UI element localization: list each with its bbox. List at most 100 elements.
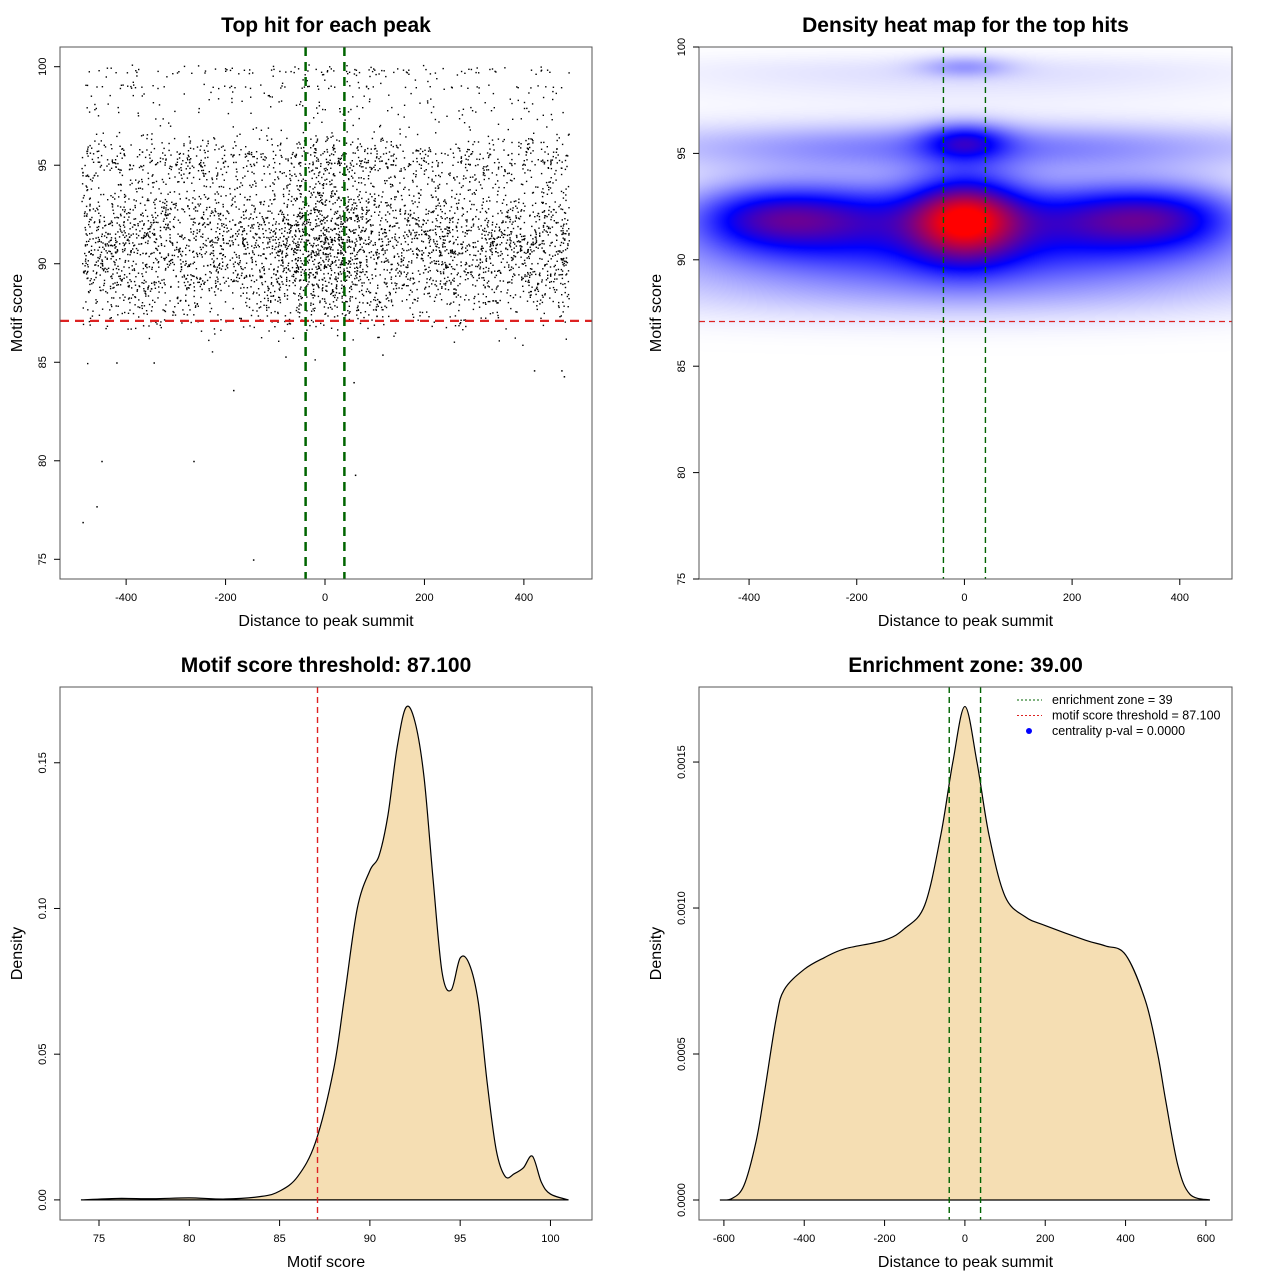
scatter-point	[189, 159, 191, 161]
scatter-point	[310, 256, 313, 258]
scatter-point	[530, 152, 532, 154]
scatter-point	[361, 246, 363, 248]
scatter-point	[459, 283, 461, 285]
scatter-point	[453, 241, 455, 244]
scatter-point	[408, 249, 410, 251]
scatter-point	[445, 267, 447, 269]
scatter-point	[566, 165, 568, 168]
scatter-point	[161, 178, 164, 181]
scatter-point	[438, 247, 440, 249]
scatter-point	[227, 211, 229, 213]
scatter-point	[500, 250, 502, 253]
scatter-point	[540, 69, 543, 71]
scatter-point	[161, 286, 163, 289]
scatter-point	[485, 296, 487, 298]
scatter-point	[236, 135, 238, 137]
scatter-point	[294, 200, 297, 202]
scatter-point	[277, 300, 279, 302]
scatter-point	[141, 305, 143, 307]
scatter-point	[88, 221, 90, 223]
scatter-point	[412, 160, 414, 163]
scatter-point	[360, 231, 362, 233]
scatter-point	[330, 246, 332, 248]
scatter-point	[132, 294, 134, 296]
scatter-point	[253, 156, 255, 158]
scatter-point	[215, 285, 217, 287]
scatter-point	[306, 256, 309, 258]
scatter-point	[269, 253, 271, 255]
scatter-point	[522, 168, 524, 170]
scatter-point	[252, 309, 254, 312]
scatter-point	[355, 244, 357, 246]
scatter-point	[365, 167, 367, 169]
scatter-point	[296, 249, 298, 251]
scatter-point	[161, 142, 163, 144]
scatter-point	[376, 315, 378, 318]
scatter-point	[308, 235, 311, 237]
scatter-point	[553, 289, 556, 291]
scatter-point	[309, 272, 311, 274]
scatter-point	[121, 278, 123, 281]
scatter-point	[243, 286, 245, 289]
scatter-point	[295, 277, 297, 280]
scatter-point	[143, 224, 145, 226]
scatter-point	[375, 252, 377, 254]
scatter-point	[434, 243, 436, 245]
scatter-point	[564, 286, 567, 289]
scatter-point	[123, 154, 125, 156]
scatter-point	[104, 243, 107, 246]
scatter-point	[346, 80, 348, 83]
scatter-point	[508, 264, 510, 266]
scatter-point	[98, 314, 101, 316]
scatter-point	[198, 111, 200, 114]
scatter-point	[453, 256, 456, 258]
scatter-point	[153, 181, 155, 184]
scatter-point	[315, 223, 318, 225]
scatter-point	[164, 154, 166, 156]
scatter-point	[301, 180, 303, 182]
scatter-point	[394, 236, 396, 238]
scatter-point	[374, 211, 376, 213]
scatter-point	[190, 228, 192, 230]
scatter-point	[184, 237, 186, 239]
scatter-point	[515, 200, 517, 202]
scatter-point	[503, 149, 505, 151]
scatter-point	[388, 229, 391, 232]
scatter-point	[546, 215, 548, 218]
scatter-point	[528, 92, 530, 94]
scatter-point	[452, 251, 454, 253]
scatter-point	[332, 190, 334, 192]
scatter-point	[540, 148, 543, 150]
scatter-point	[129, 164, 131, 166]
scatter-point	[188, 239, 190, 241]
scatter-point	[173, 226, 175, 229]
scatter-point	[445, 265, 447, 267]
scatter-point	[416, 223, 419, 225]
scatter-point	[154, 211, 157, 214]
scatter-point	[324, 229, 326, 231]
scatter-point	[370, 231, 373, 234]
scatter-point	[527, 271, 529, 274]
scatter-point	[113, 297, 115, 299]
scatter-point	[86, 189, 89, 191]
scatter-point	[119, 228, 121, 230]
scatter-point	[410, 92, 412, 95]
scatter-point	[143, 236, 145, 238]
scatter-point	[133, 199, 135, 201]
scatter-point	[528, 291, 530, 294]
scatter-point	[290, 224, 292, 227]
scatter-point	[272, 75, 274, 77]
scatter-point	[286, 137, 288, 140]
scatter-point	[504, 194, 507, 197]
scatter-point	[340, 223, 342, 225]
scatter-point	[205, 209, 208, 211]
scatter-point	[200, 217, 203, 219]
scatter-point	[450, 283, 452, 285]
scatter-point	[349, 217, 351, 219]
scatter-point	[251, 268, 253, 270]
scatter-point	[368, 279, 370, 281]
scatter-point	[444, 239, 446, 241]
scatter-point	[330, 292, 333, 294]
scatter-point	[472, 246, 475, 249]
scatter-point	[288, 322, 291, 325]
